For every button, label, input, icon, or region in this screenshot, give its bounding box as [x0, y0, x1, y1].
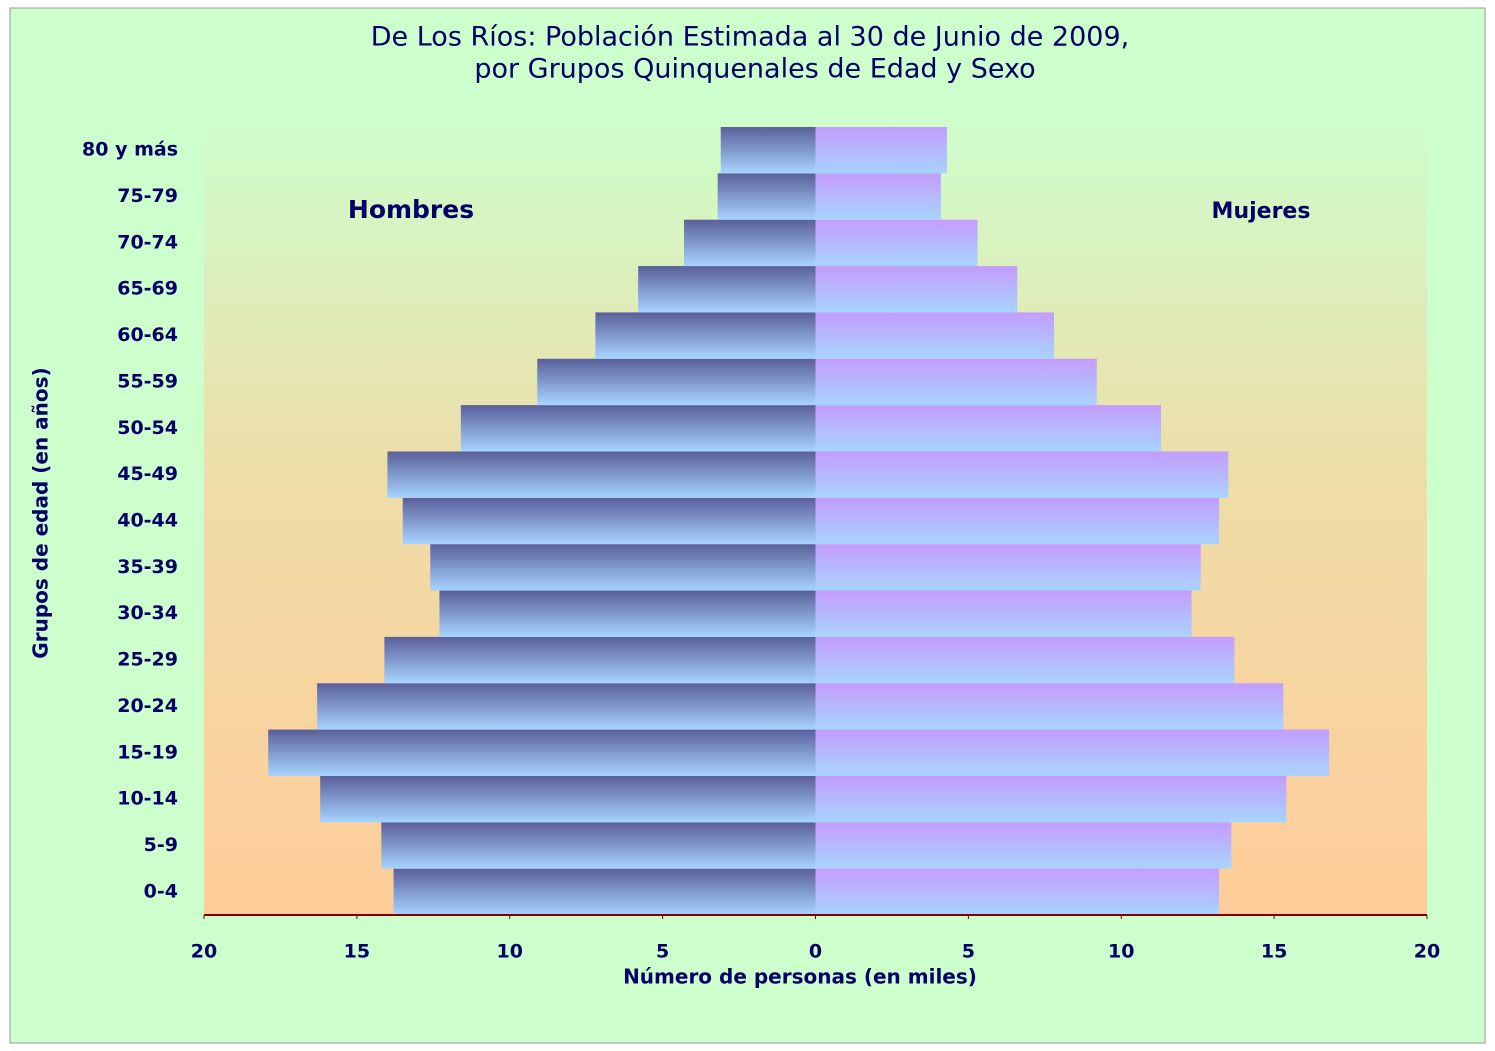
y-tick-label: 15-19 — [117, 741, 178, 763]
bar — [815, 405, 1161, 452]
y-tick-label: 30-34 — [117, 602, 178, 624]
bar — [439, 590, 816, 637]
x-tick-label: 10 — [1108, 941, 1134, 963]
x-tick-label: 0 — [809, 941, 822, 963]
y-tick-label: 25-29 — [117, 649, 178, 671]
y-tick-label: 0-4 — [144, 880, 178, 902]
y-tick-label: 65-69 — [117, 278, 178, 300]
x-tick-label: 5 — [656, 941, 669, 963]
bar — [638, 266, 816, 313]
y-tick-label: 60-64 — [117, 324, 178, 346]
bar — [815, 219, 978, 267]
bar — [815, 590, 1192, 637]
bar — [815, 544, 1201, 591]
annotation: Mujeres — [1212, 199, 1311, 224]
y-tick-label: 5-9 — [144, 834, 178, 856]
bar — [684, 219, 816, 267]
bar — [430, 544, 816, 591]
y-tick-label: 45-49 — [117, 463, 178, 485]
bar — [815, 729, 1330, 776]
x-tick-label: 5 — [962, 941, 975, 963]
y-tick-label: 50-54 — [117, 417, 178, 439]
y-tick-label: 70-74 — [117, 231, 178, 253]
y-axis-label: Grupos de edad (en años) — [29, 367, 53, 658]
y-tick-label: 40-44 — [117, 510, 178, 532]
x-tick-label: 20 — [1414, 941, 1440, 963]
bar — [460, 405, 816, 452]
bar — [815, 312, 1054, 359]
bar — [815, 497, 1220, 545]
bar — [815, 358, 1097, 406]
bar — [815, 683, 1284, 730]
y-tick-label: 20-24 — [117, 695, 178, 717]
chart-title: De Los Ríos: Población Estimada al 30 de… — [371, 22, 1129, 53]
bar — [815, 775, 1287, 823]
x-tick-label: 15 — [1261, 941, 1287, 963]
bar — [381, 822, 816, 869]
bar — [402, 497, 816, 545]
bar — [717, 173, 816, 220]
bar — [815, 173, 941, 220]
bar — [317, 683, 816, 730]
x-tick-label: 20 — [191, 941, 217, 963]
bar — [815, 127, 947, 174]
bar — [815, 868, 1220, 915]
y-tick-label: 10-14 — [117, 788, 178, 810]
bar — [595, 312, 816, 359]
chart-title: por Grupos Quinquenales de Edad y Sexo — [474, 54, 1035, 85]
bar — [320, 775, 816, 823]
bar — [387, 451, 816, 498]
x-tick-label: 10 — [497, 941, 523, 963]
y-tick-label: 80 y más — [82, 139, 178, 161]
y-tick-label: 35-39 — [117, 556, 178, 578]
y-tick-label: 55-59 — [117, 370, 178, 392]
bar — [537, 358, 816, 406]
bar — [815, 451, 1229, 498]
bar — [815, 636, 1235, 684]
bar — [384, 636, 816, 684]
bar — [815, 822, 1232, 869]
x-axis-label: Número de personas (en miles) — [623, 965, 977, 989]
x-tick-label: 15 — [344, 941, 370, 963]
bar — [815, 266, 1018, 313]
bar — [268, 729, 816, 776]
y-tick-label: 75-79 — [117, 185, 178, 207]
annotation: Hombres — [348, 195, 474, 224]
bar — [393, 868, 816, 915]
bar — [720, 127, 816, 174]
